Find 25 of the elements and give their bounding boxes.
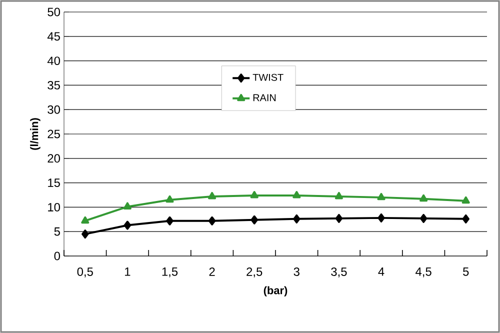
x-tick-label: 2 [209,267,215,276]
y-tick-label: 45 [47,32,60,41]
y-axis-title: (l/min) [30,118,40,150]
x-tick-label: 1,5 [162,267,178,278]
x-tick-label: 3,5 [331,267,347,278]
y-tick-label: 5 [54,227,60,236]
y-tick-label: 10 [48,202,60,212]
y-tick-label: 20 [48,154,60,163]
x-tick-label: 1 [125,267,130,276]
x-tick-label: 5 [463,267,469,276]
legend-label: RAIN [253,94,276,102]
y-tick-label: 30 [48,105,60,114]
x-tick-label: 4,5 [416,267,432,278]
y-tick-label: 15 [48,178,60,187]
y-tick-label: 0 [54,252,60,260]
x-tick-label: 4 [378,267,384,276]
y-tick-label: 40 [47,56,60,66]
legend-label: TWIST [252,74,284,81]
x-tick-label: 3 [294,267,300,276]
y-tick-label: 35 [48,80,60,90]
y-tick-label: 25 [48,130,60,138]
y-tick-label: 50 [48,8,60,16]
x-tick-label: 2,5 [246,267,262,278]
x-tick-label: 0,5 [77,267,93,278]
x-axis-title: (bar) [264,286,288,296]
